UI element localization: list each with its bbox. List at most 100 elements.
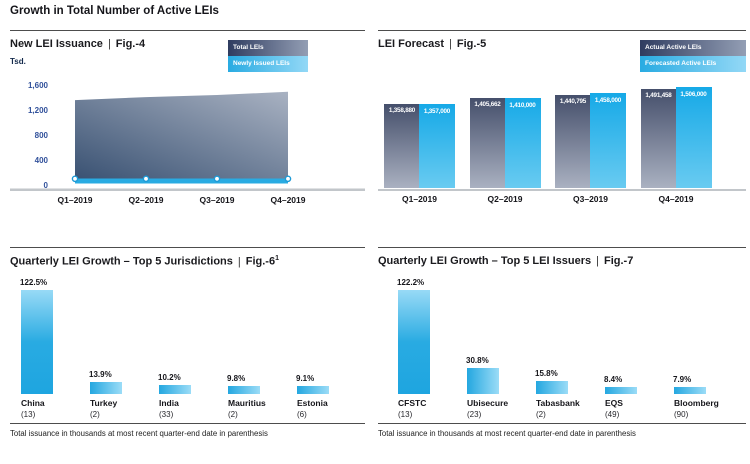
divider-line <box>10 423 365 424</box>
bar-value-label: 10.2% <box>158 373 181 383</box>
data-point-marker <box>71 175 79 183</box>
x-axis-label: Q3–2019 <box>573 194 608 204</box>
chart-title-text: New LEI Issuance <box>10 38 103 50</box>
x-axis-label: Q4–2019 <box>658 194 694 204</box>
category-label: Bloomberg <box>674 398 719 408</box>
x-axis-line <box>378 188 746 191</box>
x-axis-label: Q4–2019 <box>271 195 306 205</box>
growth-bar <box>21 289 53 394</box>
growth-bar <box>536 380 568 394</box>
chart-title-fig5: LEI Forecast | Fig.-5 <box>378 38 486 50</box>
issuance-count-label: (2) <box>90 409 100 419</box>
growth-bar <box>605 386 637 394</box>
title-separator: | <box>237 255 241 268</box>
issuance-count-label: (13) <box>398 409 413 419</box>
category-label: Tabasbank <box>536 398 580 408</box>
bar-value-label: 1,410,000 <box>509 102 536 109</box>
figure-footnote-marker: 1 <box>275 255 279 262</box>
panel-lei-forecast: LEI Forecast | Fig.-5 Actual Active LEIs F… <box>378 30 746 236</box>
bar-value-label: 1,405,662 <box>474 101 501 109</box>
bar-value-label: 1,491,458 <box>645 91 672 99</box>
issuance-count-label: (33) <box>159 409 174 419</box>
actual-active-leis-bar: 1,358,880 <box>384 103 420 188</box>
growth-bar <box>398 290 430 394</box>
legend-item-forecasted-active-leis: Forecasted Active LEIs <box>640 56 746 72</box>
footnote-text: Total issuance in thousands at most rece… <box>378 429 636 438</box>
figure-label: Fig.-4 <box>115 38 146 50</box>
y-axis-tick-label: 400 <box>35 156 49 165</box>
panel-top5-lei-issuers: Quarterly LEI Growth – Top 5 LEI Issuers… <box>378 247 746 458</box>
category-label: Turkey <box>90 398 118 408</box>
bar-value-label: 8.4% <box>604 374 623 384</box>
footnote-text: Total issuance in thousands at most rece… <box>10 429 268 438</box>
x-axis-label: Q2–2019 <box>129 195 164 205</box>
growth-bar <box>90 382 122 394</box>
category-label: Ubisecure <box>467 398 509 408</box>
bar-value-label: 1,440,795 <box>559 97 587 105</box>
growth-bar <box>159 385 191 394</box>
panel-new-lei-issuance: New LEI Issuance | Fig.-4 Tsd. Total LEIs … <box>10 30 365 236</box>
total-leis-area <box>75 91 288 179</box>
forecasted-active-leis-bar: 1,357,000 <box>419 103 455 188</box>
issuance-count-label: (23) <box>467 409 482 419</box>
figure-label: Fig.-5 <box>456 38 487 50</box>
forecasted-active-leis-bar: 1,506,000 <box>675 87 712 188</box>
bar-value-label: 122.5% <box>20 277 48 287</box>
bar-value-label: 9.1% <box>296 374 315 384</box>
legend-item-actual-active-leis: Actual Active LEIs <box>640 40 746 56</box>
bar-value-label: 9.8% <box>227 373 246 383</box>
data-point-marker <box>142 175 150 183</box>
actual-active-leis-bar: 1,440,795 <box>555 94 591 188</box>
chart-title-text: LEI Forecast <box>378 38 445 50</box>
chart-title-text: Quarterly LEI Growth – Top 5 LEI Issuers <box>378 255 592 267</box>
chart-title-fig6: Quarterly LEI Growth – Top 5 Jurisdictio… <box>10 255 279 268</box>
y-axis-tick-label: 0 <box>44 181 49 190</box>
x-axis-label: Q1–2019 <box>402 194 437 204</box>
growth-bar <box>297 386 329 394</box>
growth-bar <box>674 387 706 394</box>
legend-fig4: Total LEIs Newly Issued LEIs <box>228 40 308 72</box>
data-point-marker <box>284 175 292 183</box>
legend-item-newly-issued-leis: Newly Issued LEIs <box>228 56 308 72</box>
issuance-count-label: (6) <box>297 409 307 419</box>
y-axis-tick-label: 800 <box>35 131 49 140</box>
bar-value-label: 7.9% <box>673 375 692 385</box>
title-separator: | <box>107 38 111 50</box>
chart-title-fig7: Quarterly LEI Growth – Top 5 LEI Issuers… <box>378 255 633 267</box>
figure-label: Fig.-7 <box>603 255 634 267</box>
title-separator: | <box>449 38 452 50</box>
bar-value-label: 30.8% <box>466 355 489 365</box>
y-axis-unit-label: Tsd. <box>10 57 26 66</box>
category-label: India <box>159 398 179 408</box>
new-lei-issuance-area-chart: 0 400 800 1,200 1,600 Q1–2019 Q2–2019 Q3–2019 Q4… <box>10 81 365 205</box>
data-point-marker <box>213 175 221 183</box>
issuance-count-label: (13) <box>21 409 36 419</box>
bar-value-label: 122.2% <box>397 278 425 288</box>
issuance-count-label: (90) <box>674 409 689 419</box>
bar-value-label: 1,506,000 <box>680 91 707 99</box>
page-title: Growth in Total Number of Active LEIs <box>10 5 219 17</box>
x-axis-line <box>10 188 365 191</box>
figure-label: Fig.-6 <box>245 255 276 268</box>
divider-line <box>378 423 746 424</box>
issuance-count-label: (2) <box>228 409 238 419</box>
bar-value-label: 1,357,000 <box>423 107 451 115</box>
chart-title-fig4: New LEI Issuance | Fig.-4 <box>10 38 145 50</box>
forecasted-active-leis-bar: 1,410,000 <box>504 98 541 188</box>
growth-bar <box>467 367 499 394</box>
category-label: CFSTC <box>398 398 427 408</box>
x-axis-label: Q2–2019 <box>487 194 523 204</box>
category-label: Mauritius <box>228 398 266 408</box>
category-label: China <box>21 398 45 408</box>
issuance-count-label: (49) <box>605 409 620 419</box>
growth-bar <box>228 385 260 394</box>
chart-title-text: Quarterly LEI Growth – Top 5 Jurisdictio… <box>10 255 233 268</box>
y-axis-tick-label: 1,200 <box>28 106 49 115</box>
actual-active-leis-bar: 1,491,458 <box>640 88 677 188</box>
bar-value-label: 1,358,880 <box>388 106 416 114</box>
category-label: EQS <box>605 398 623 408</box>
bar-value-label: 1,458,000 <box>594 96 622 104</box>
bar-value-label: 13.9% <box>89 370 112 380</box>
x-axis-label: Q1–2019 <box>58 195 93 205</box>
